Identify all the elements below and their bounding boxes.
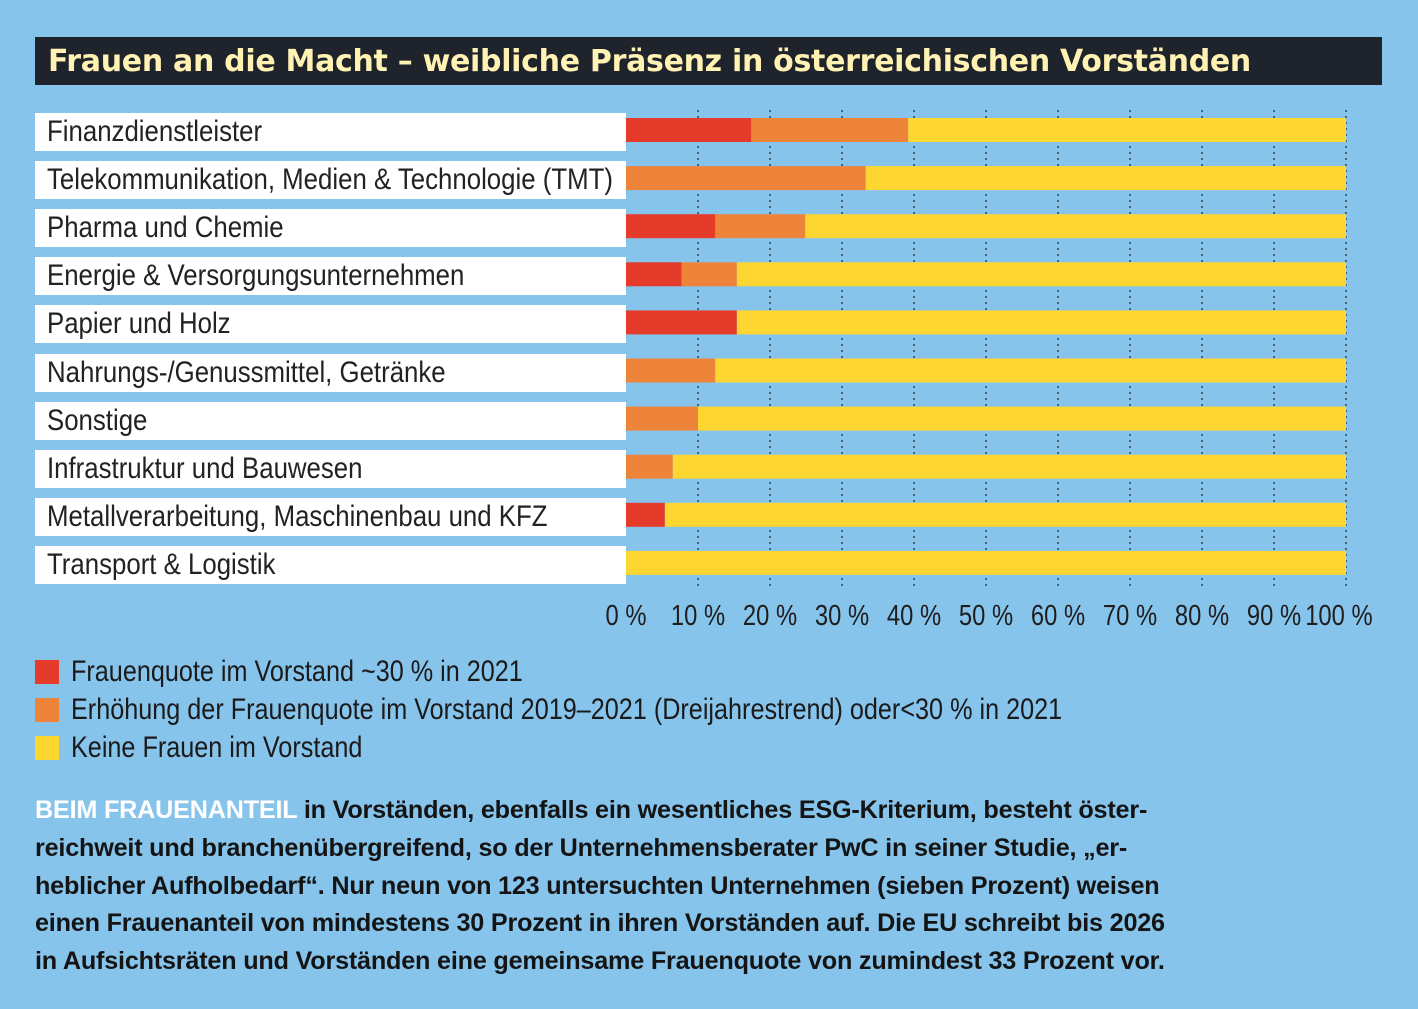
bar-segment — [715, 214, 806, 239]
article-line-5: in Aufsichtsräten und Vorständen eine ge… — [35, 947, 1165, 976]
bar-segment — [626, 118, 752, 142]
category-label: Energie & Versorgungsunternehmen — [35, 257, 626, 296]
category-label: Finanzdienstleister — [35, 113, 626, 151]
legend-item: Erhöhung der Frauenquote im Vorstand 201… — [35, 691, 1251, 729]
bar-segment — [626, 406, 698, 431]
chart-title-bar: Frauen an die Macht – weibliche Präsenz … — [35, 37, 1382, 85]
legend: Frauenquote im Vorstand ~30 % in 2021 Erh… — [35, 653, 1251, 767]
legend-label: Frauenquote im Vorstand ~30 % in 2021 — [71, 655, 523, 688]
x-tick-label: 90 % — [1246, 600, 1302, 632]
bar-segment — [736, 310, 1346, 335]
x-tick-label: 100 % — [1305, 600, 1373, 632]
legend-item: Frauenquote im Vorstand ~30 % in 2021 — [35, 653, 1251, 691]
legend-item: Keine Frauen im Vorstand — [35, 729, 1251, 767]
bar-segment — [626, 214, 716, 239]
legend-label: Keine Frauen im Vorstand — [71, 731, 363, 764]
x-tick-label: 20 % — [742, 600, 798, 632]
legend-swatch — [35, 736, 59, 760]
legend-swatch — [35, 660, 59, 684]
x-tick-label: 0 % — [605, 600, 647, 632]
bar-segment — [681, 262, 737, 287]
category-label: Sonstige — [35, 401, 626, 440]
x-tick-label: 30 % — [814, 600, 870, 632]
bar-segment — [626, 262, 682, 287]
bar-segment — [626, 358, 716, 383]
category-label: Papier und Holz — [35, 305, 626, 344]
category-label: Pharma und Chemie — [35, 209, 626, 248]
article-line-1: BEIM FRAUENANTEIL in Vorständen, ebenfal… — [35, 796, 1148, 824]
stacked-bar-chart — [626, 110, 1347, 590]
chart-title: Frauen an die Macht – weibliche Präsenz … — [48, 43, 1251, 79]
x-tick-label: 50 % — [958, 600, 1014, 632]
bar-segment — [865, 166, 1346, 191]
bar-segment — [715, 358, 1346, 383]
bar-segment — [626, 166, 866, 191]
x-tick-label: 40 % — [886, 600, 942, 632]
article-line-4: einen Frauenanteil von mindestens 30 Pro… — [35, 909, 1165, 938]
legend-swatch — [35, 698, 59, 722]
bar-segment — [805, 214, 1346, 239]
article-text: BEIM FRAUENANTEIL in Vorständen, ebenfal… — [35, 792, 1383, 981]
bar-segment — [626, 454, 673, 479]
category-label: Telekommunikation, Medien & Technologie … — [35, 161, 626, 200]
bar-segment — [626, 310, 737, 335]
article-line-2: reichweit und branchenübergreifend, so d… — [35, 833, 1128, 862]
bar-segment — [751, 118, 909, 142]
x-tick-label: 60 % — [1030, 600, 1086, 632]
article-lead: BEIM FRAUENANTEIL — [35, 796, 298, 824]
x-tick-label: 70 % — [1102, 600, 1158, 632]
bar-segment — [626, 550, 1346, 575]
bar-segment — [698, 406, 1346, 431]
bar-segment — [736, 262, 1346, 287]
bar-segment — [908, 118, 1346, 142]
category-label: Nahrungs-/Genussmittel, Getränke — [35, 353, 626, 392]
x-tick-label: 10 % — [670, 600, 726, 632]
category-label: Transport & Logistik — [35, 545, 626, 584]
legend-label: Erhöhung der Frauenquote im Vorstand 201… — [71, 693, 1063, 726]
category-label: Metallverarbeitung, Maschinenbau und KFZ — [35, 497, 626, 536]
bar-segment — [664, 502, 1346, 527]
x-tick-label: 80 % — [1174, 600, 1230, 632]
category-label: Infrastruktur und Bauwesen — [35, 449, 626, 488]
bar-segment — [626, 502, 665, 527]
bar-segment — [672, 454, 1346, 479]
article-line-3: heblicher Aufholbedarf“. Nur neun von 12… — [35, 871, 1160, 900]
